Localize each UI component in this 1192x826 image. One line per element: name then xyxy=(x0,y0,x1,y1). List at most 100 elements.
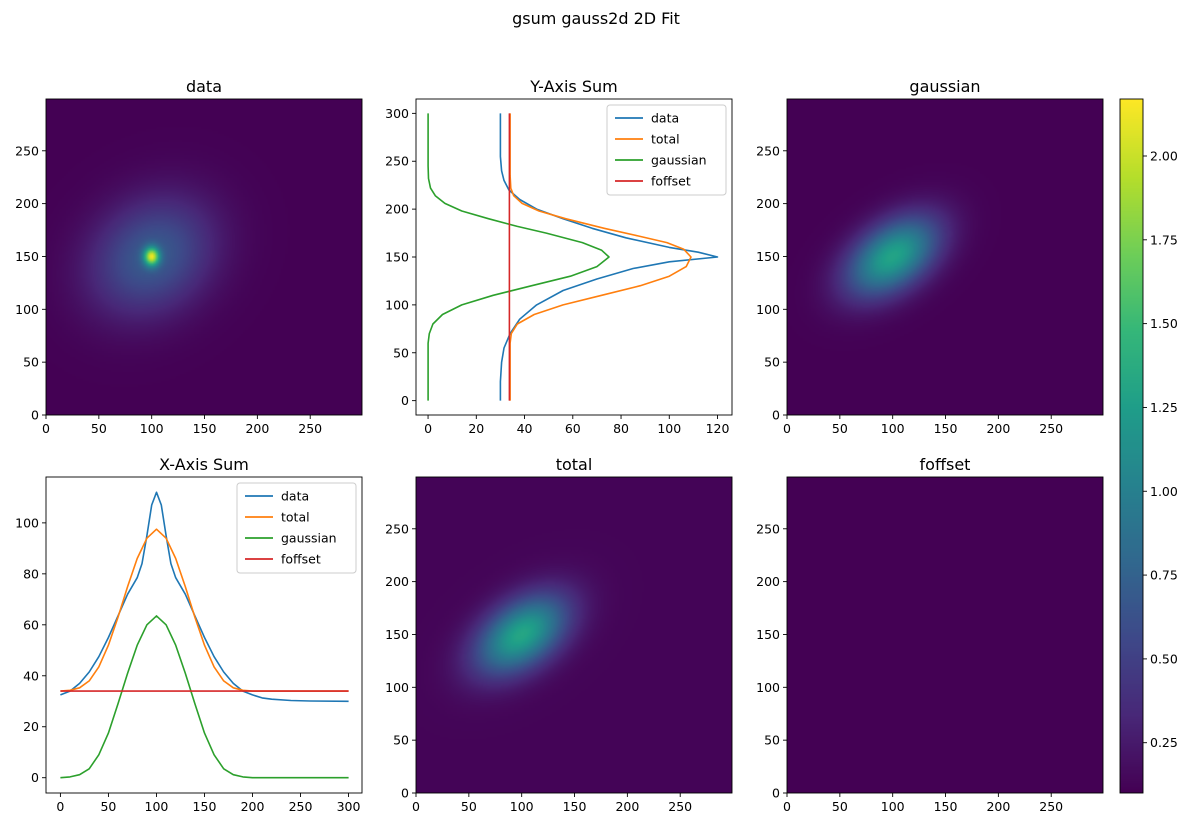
x-tick-label: 0 xyxy=(783,421,791,436)
colorbar-tick-label: 2.00 xyxy=(1150,148,1178,163)
legend-label: data xyxy=(651,111,679,126)
y-tick-label: 60 xyxy=(23,617,39,632)
y-tick-label: 80 xyxy=(23,566,39,581)
y-tick-label: 100 xyxy=(15,302,39,317)
series-line-gaussian xyxy=(427,113,610,401)
x-tick-label: 250 xyxy=(1039,421,1063,436)
legend-label: total xyxy=(651,132,680,147)
panel-title: total xyxy=(556,455,593,474)
colorbar-tick-label: 0.25 xyxy=(1150,735,1178,750)
x-tick-label: 250 xyxy=(298,421,322,436)
y-tick-label: 50 xyxy=(23,355,39,370)
y-tick-label: 0 xyxy=(401,786,409,801)
y-tick-label: 0 xyxy=(772,786,780,801)
panel-data: data 0 50 100 150 200 250 0 50 100 150 200 250 xyxy=(15,77,363,436)
x-tick-label: 0 xyxy=(783,799,791,814)
x-tick-label: 100 xyxy=(657,421,681,436)
x-tick-label: 80 xyxy=(613,421,629,436)
x-tick-label: 250 xyxy=(668,799,692,814)
y-tick-label: 200 xyxy=(15,196,39,211)
panel-title: foffset xyxy=(920,455,971,474)
y-tick-label: 50 xyxy=(393,733,409,748)
panel-title: data xyxy=(186,77,222,96)
y-tick-label: 0 xyxy=(401,393,409,408)
y-tick-label: 200 xyxy=(756,196,780,211)
x-tick-label: 150 xyxy=(934,421,958,436)
colorbar-tick-label: 1.00 xyxy=(1150,484,1178,499)
legend-label: foffset xyxy=(651,174,691,189)
y-tick-label: 100 xyxy=(756,680,780,695)
x-tick-label: 100 xyxy=(145,799,169,814)
x-tick-label: 150 xyxy=(193,799,217,814)
y-tick-label: 100 xyxy=(385,680,409,695)
panel-total: total 0 50 100 150 200 250 0 50 100 150 200 250 xyxy=(385,455,733,814)
x-tick-label: 300 xyxy=(337,799,361,814)
x-tick-label: 200 xyxy=(986,421,1010,436)
heatmap-image-gaussian xyxy=(787,99,1103,415)
y-tick-label: 250 xyxy=(385,521,409,536)
legend: data total gaussian foffset xyxy=(236,482,357,574)
y-tick-label: 150 xyxy=(756,249,780,264)
y-tick-label: 250 xyxy=(385,154,409,169)
axes-frame xyxy=(45,476,363,794)
colorbar-frame xyxy=(1119,98,1144,794)
x-tick-label: 60 xyxy=(565,421,581,436)
x-tick-label: 150 xyxy=(934,799,958,814)
panel-title: gaussian xyxy=(909,77,980,96)
x-tick-label: 200 xyxy=(615,799,639,814)
x-tick-label: 250 xyxy=(1039,799,1063,814)
x-tick-label: 50 xyxy=(461,799,477,814)
y-tick-label: 40 xyxy=(23,668,39,683)
heatmap-image-total xyxy=(416,477,732,793)
axes-frame xyxy=(415,476,733,794)
x-tick-label: 120 xyxy=(706,421,730,436)
panel-y_sum: Y-Axis Sum 0 20 40 60 80 100 120 0 50 100 150 200 250… xyxy=(385,77,733,436)
y-tick-label: 50 xyxy=(764,355,780,370)
y-tick-label: 150 xyxy=(756,627,780,642)
axes-frame xyxy=(45,98,363,416)
x-tick-label: 50 xyxy=(832,799,848,814)
y-tick-label: 0 xyxy=(31,408,39,423)
x-tick-label: 150 xyxy=(193,421,217,436)
series-line-gaussian xyxy=(60,615,349,779)
colorbar-tick-label: 0.50 xyxy=(1150,651,1178,666)
legend-label: data xyxy=(281,489,309,504)
axes-frame xyxy=(786,476,1104,794)
y-tick-label: 100 xyxy=(15,515,39,530)
y-tick-label: 200 xyxy=(385,202,409,217)
y-tick-label: 150 xyxy=(15,249,39,264)
y-tick-label: 50 xyxy=(393,345,409,360)
colorbar-tick-label: 1.50 xyxy=(1150,316,1178,331)
x-tick-label: 50 xyxy=(91,421,107,436)
colorbar: 0.25 0.50 0.75 1.00 1.25 1.50 1.75 2.00 xyxy=(1119,98,1178,794)
x-tick-label: 150 xyxy=(563,799,587,814)
y-tick-label: 20 xyxy=(23,719,39,734)
y-tick-label: 0 xyxy=(31,770,39,785)
legend: data total gaussian foffset xyxy=(606,104,727,196)
heatmap-image-foffset xyxy=(787,477,1103,793)
colorbar-tick-label: 1.25 xyxy=(1150,400,1178,415)
colorbar-tick-label: 1.75 xyxy=(1150,232,1178,247)
x-tick-label: 50 xyxy=(832,421,848,436)
y-tick-label: 50 xyxy=(764,733,780,748)
y-tick-label: 250 xyxy=(756,143,780,158)
panel-foffset: foffset 0 50 100 150 200 250 0 50 100 150 200 250 xyxy=(756,455,1104,814)
panel-x_sum: X-Axis Sum 0 50 100 150 200 250 300 0 20 40 60 80 100… xyxy=(15,455,363,814)
figure-suptitle: gsum gauss2d 2D Fit xyxy=(512,9,680,28)
y-tick-label: 300 xyxy=(385,106,409,121)
heatmap-image-data xyxy=(46,99,362,415)
x-tick-label: 40 xyxy=(517,421,533,436)
x-tick-label: 200 xyxy=(986,799,1010,814)
colorbar-gradient xyxy=(1120,99,1143,793)
x-tick-label: 100 xyxy=(881,421,905,436)
axes-frame xyxy=(786,98,1104,416)
panel-title: X-Axis Sum xyxy=(159,455,249,474)
x-tick-label: 0 xyxy=(412,799,420,814)
x-tick-label: 100 xyxy=(140,421,164,436)
y-tick-label: 150 xyxy=(385,250,409,265)
y-tick-label: 100 xyxy=(385,297,409,312)
x-tick-label: 0 xyxy=(42,421,50,436)
y-tick-label: 100 xyxy=(756,302,780,317)
y-tick-label: 150 xyxy=(385,627,409,642)
